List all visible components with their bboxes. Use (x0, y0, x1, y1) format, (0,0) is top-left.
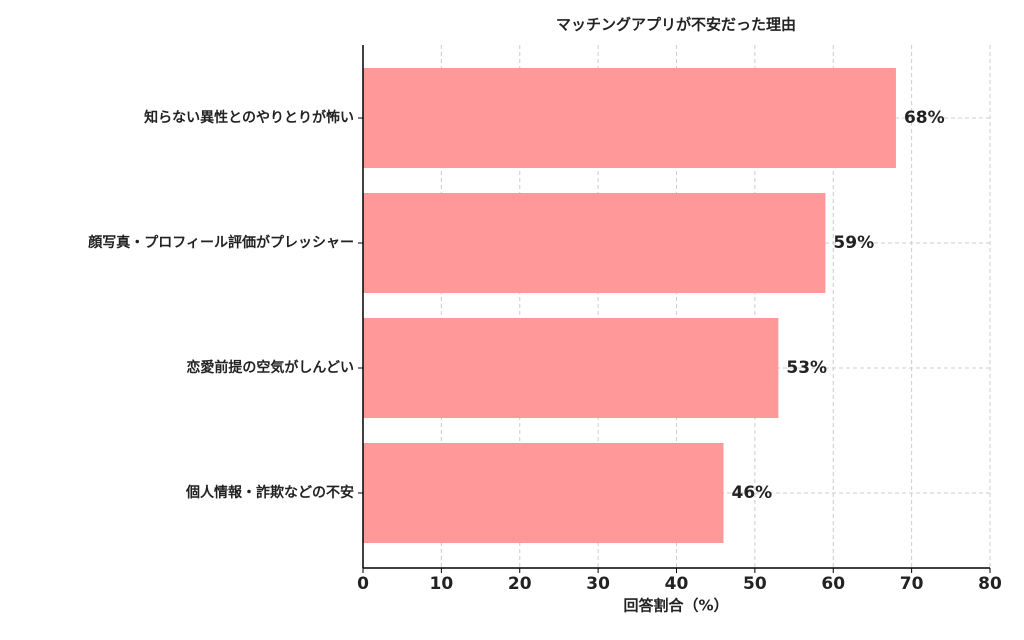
x-tick-label: 0 (357, 574, 369, 594)
value-label: 53% (786, 358, 827, 378)
x-tick-label: 10 (430, 574, 454, 594)
bar (363, 318, 779, 418)
x-tick-label: 50 (743, 574, 767, 594)
x-tick-label: 70 (900, 574, 924, 594)
value-label: 46% (732, 483, 773, 503)
y-tick-label: 恋愛前提の空気がしんどい (186, 359, 354, 376)
y-tick-label: 知らない異性とのやりとりが怖い (144, 109, 354, 126)
x-axis-label: 回答割合（%） (623, 597, 728, 615)
y-tick-label: 顔写真・プロフィール評価がプレッシャー (87, 234, 354, 251)
bar (363, 68, 896, 168)
value-label: 68% (904, 108, 945, 128)
x-tick-label: 60 (821, 574, 845, 594)
chart-title: マッチングアプリが不安だった理由 (556, 16, 796, 34)
x-tick-label: 30 (586, 574, 610, 594)
bar (363, 193, 826, 293)
x-tick-label: 20 (508, 574, 532, 594)
x-tick-label: 80 (978, 574, 1002, 594)
bar (363, 443, 724, 543)
x-tick-label: 40 (665, 574, 689, 594)
value-label: 59% (833, 233, 874, 253)
y-tick-label: 個人情報・詐欺などの不安 (185, 484, 354, 501)
